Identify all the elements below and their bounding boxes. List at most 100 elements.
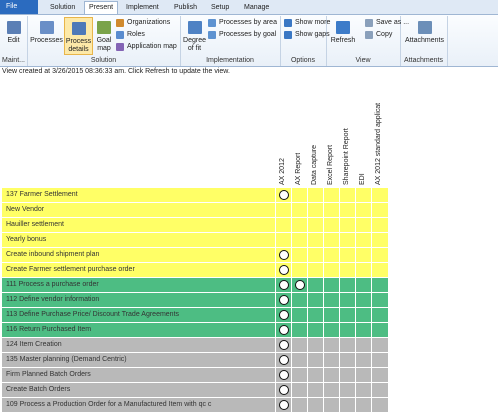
grid-cell: [275, 383, 291, 397]
grid-cell: [307, 323, 323, 337]
row-label: Yearly bonus: [6, 236, 47, 243]
ribbon-tab[interactable]: File: [0, 0, 38, 14]
table-row[interactable]: 137 Farmer Settlement: [2, 188, 388, 203]
grid-cell: [307, 308, 323, 322]
ribbon-button[interactable]: Degree of fit: [182, 17, 207, 55]
ribbon-tab[interactable]: Setup: [211, 4, 230, 11]
grid-cell: [355, 233, 371, 247]
grid-cell: [371, 323, 387, 337]
ribbon-button[interactable]: Process details: [64, 17, 93, 55]
grid-cell: [307, 398, 323, 412]
grid-cell: [275, 218, 291, 232]
ribbon-button[interactable]: Attachments: [404, 17, 445, 55]
mapping-circle: [279, 250, 289, 260]
ribbon-button[interactable]: Processes: [30, 17, 63, 55]
row-label: Create inbound shipment plan: [6, 251, 100, 258]
grid-cell: [323, 278, 339, 292]
table-row[interactable]: 135 Master planning (Demand Centric): [2, 353, 388, 368]
table-row[interactable]: Create inbound shipment plan: [2, 248, 388, 263]
ribbon-tab[interactable]: Implement: [126, 4, 159, 11]
grid-cell: [323, 308, 339, 322]
grid-cell: [323, 383, 339, 397]
grid-cell: [355, 353, 371, 367]
row-label: 124 Item Creation: [6, 341, 62, 348]
grid-cell: [291, 278, 307, 292]
row-label: Hauiller settlement: [6, 221, 64, 228]
ribbon-button[interactable]: Show gaps: [284, 30, 330, 40]
grid-cell: [323, 233, 339, 247]
grid-cell: [323, 338, 339, 352]
button-icon: [116, 31, 124, 39]
ribbon-button[interactable]: Goal map: [94, 17, 114, 55]
button-label: Processes: [30, 37, 63, 44]
button-label: Copy: [376, 31, 393, 38]
ribbon-button[interactable]: Processes by goal: [208, 30, 276, 40]
grid-cell: [355, 248, 371, 262]
mapping-circle: [279, 325, 289, 335]
grid-cell: [339, 368, 355, 382]
table-row[interactable]: 109 Process a Production Order for a Man…: [2, 398, 388, 413]
row-label: 135 Master planning (Demand Centric): [6, 356, 127, 363]
grid-cell: [275, 338, 291, 352]
grid-cell: [307, 278, 323, 292]
ribbon-tab[interactable]: Publish: [174, 4, 197, 11]
table-row[interactable]: New Vendor: [2, 203, 388, 218]
column-header: EDI: [359, 173, 366, 185]
button-icon: [365, 19, 373, 27]
ribbon-button[interactable]: Refresh: [330, 17, 356, 55]
table-row[interactable]: Create Farmer settlement purchase order: [2, 263, 388, 278]
grid-cell: [355, 308, 371, 322]
grid-cell: [307, 233, 323, 247]
table-row[interactable]: 124 Item Creation: [2, 338, 388, 353]
ribbon-button[interactable]: Copy: [365, 30, 392, 40]
group-label: Implementation: [206, 57, 254, 64]
table-row[interactable]: Firm Planned Batch Orders: [2, 368, 388, 383]
grid-cell: [291, 293, 307, 307]
grid-cell: [307, 188, 323, 202]
table-row[interactable]: 116 Return Purchased Item: [2, 323, 388, 338]
table-row[interactable]: 111 Process a purchase order: [2, 278, 388, 293]
mapping-circle: [279, 385, 289, 395]
table-row[interactable]: Hauiller settlement: [2, 218, 388, 233]
ribbon-tab[interactable]: Present: [84, 1, 119, 14]
ribbon-button[interactable]: Save as ...: [365, 18, 409, 28]
button-icon: [6, 21, 21, 34]
grid-cell: [339, 308, 355, 322]
group-separator: [447, 16, 448, 66]
ribbon-button[interactable]: Show more: [284, 18, 330, 28]
ribbon-button[interactable]: Roles: [116, 30, 145, 40]
grid-cell: [355, 263, 371, 277]
grid-cell: [307, 338, 323, 352]
grid-cell: [355, 203, 371, 217]
grid-cell: [307, 383, 323, 397]
ribbon-button[interactable]: Edit: [2, 17, 25, 55]
grid-cell: [323, 398, 339, 412]
button-label: Degree of fit: [183, 37, 206, 52]
grid-cell: [355, 368, 371, 382]
grid-cell: [291, 323, 307, 337]
grid-cell: [339, 248, 355, 262]
mapping-circle: [279, 340, 289, 350]
grid-cell: [275, 353, 291, 367]
row-label: New Vendor: [6, 206, 45, 213]
button-icon: [116, 19, 124, 27]
ribbon-tab[interactable]: Solution: [50, 4, 76, 11]
button-icon: [284, 19, 292, 27]
button-label: Processes by area: [219, 19, 277, 26]
grid-cell: [371, 203, 387, 217]
grid-cell: [291, 188, 307, 202]
ribbon-button[interactable]: Organizations: [116, 18, 170, 28]
ribbon-tab[interactable]: Manage: [244, 4, 270, 11]
table-row[interactable]: Yearly bonus: [2, 233, 388, 248]
grid-cell: [307, 263, 323, 277]
button-icon: [97, 21, 111, 34]
table-row[interactable]: Create Batch Orders: [2, 383, 388, 398]
table-row[interactable]: 113 Define Purchase Price/ Discount Trad…: [2, 308, 388, 323]
table-row[interactable]: 112 Define vendor information: [2, 293, 388, 308]
grid-cell: [275, 293, 291, 307]
ribbon-button[interactable]: Application map: [116, 42, 177, 52]
button-label: Save as ...: [376, 19, 410, 26]
grid-cell: [355, 188, 371, 202]
ribbon-button[interactable]: Processes by area: [208, 18, 277, 28]
grid-cell: [355, 218, 371, 232]
